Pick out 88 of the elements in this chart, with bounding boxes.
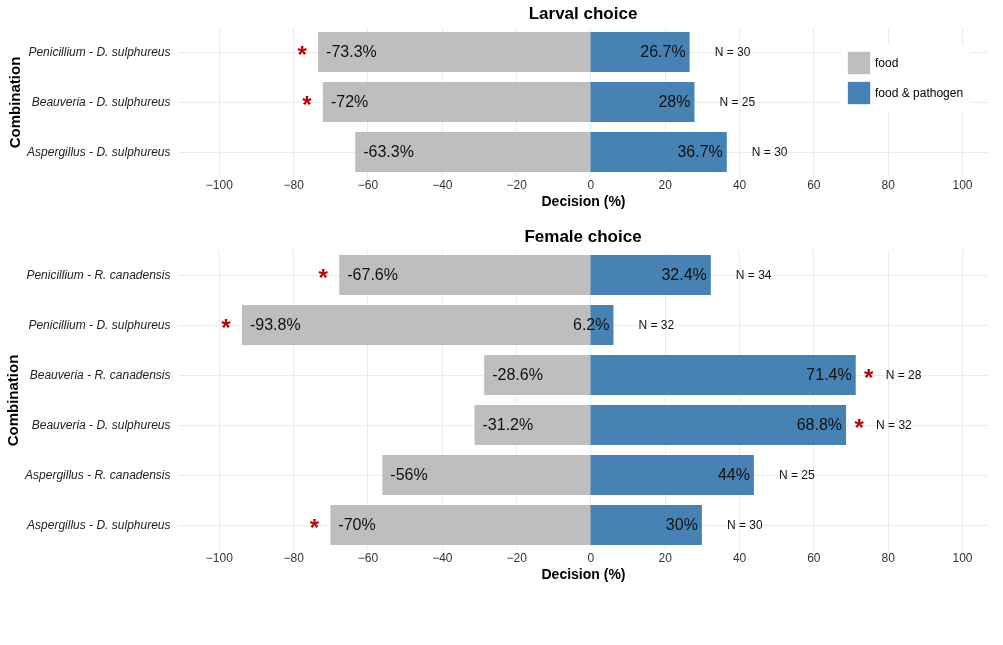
annotation: * — [318, 264, 329, 291]
x-tick-label: −40 — [432, 550, 453, 565]
y-tick-label: Aspergillus - D. sulphureus — [26, 145, 171, 159]
annotation: N = 25 — [778, 468, 815, 482]
chart-title: Larval choice — [528, 4, 638, 23]
y-tick-label: Penicillium - D. sulphureus — [28, 45, 171, 59]
annotation: N = 32 — [638, 318, 675, 332]
x-tick-label: 20 — [658, 177, 673, 192]
annotation: * — [864, 364, 875, 391]
data-label: -56% — [390, 466, 428, 483]
x-tick-label: −20 — [506, 550, 528, 565]
x-tick-label: 0 — [587, 177, 595, 192]
chart-title: Female choice — [524, 227, 642, 246]
y-tick-label: Penicillium - R. canadensis — [26, 268, 171, 282]
y-tick-label: Penicillium - D. sulphureus — [28, 318, 171, 332]
data-label: 30% — [665, 516, 698, 533]
y-tick-label: Beauveria - R. canadensis — [29, 368, 171, 382]
data-label: 68.8% — [796, 416, 843, 433]
data-label: -93.8% — [249, 316, 301, 333]
bar — [339, 255, 591, 295]
annotation: * — [302, 91, 313, 118]
y-axis-title: Combination — [6, 56, 24, 149]
data-label: -28.6% — [492, 366, 543, 383]
x-tick-label: 40 — [732, 550, 747, 565]
x-tick-label: −20 — [506, 177, 528, 192]
x-tick-label: 40 — [732, 177, 747, 192]
x-tick-label: 80 — [881, 550, 896, 565]
annotation: N = 28 — [885, 368, 922, 382]
bar — [330, 505, 591, 545]
annotation: * — [309, 514, 320, 541]
y-tick-label: Beauveria - D. sulphureus — [31, 418, 171, 432]
bar — [590, 132, 727, 172]
x-tick-label: −100 — [205, 550, 234, 565]
bar — [355, 132, 591, 172]
bar — [590, 32, 690, 72]
bar — [318, 32, 591, 72]
bar — [484, 355, 591, 395]
x-tick-label: 80 — [881, 177, 896, 192]
annotation: * — [221, 314, 232, 341]
bar — [474, 405, 591, 445]
x-tick-label: 60 — [807, 177, 821, 192]
y-tick-label: Beauveria - D. sulphureus — [31, 95, 171, 109]
data-label: -67.6% — [347, 266, 398, 283]
x-axis-title: Decision (%) — [541, 565, 626, 582]
y-tick-label: Aspergillus - D. sulphureus — [26, 518, 171, 532]
bar — [590, 255, 711, 295]
x-axis-title: Decision (%) — [541, 192, 626, 209]
annotation: N = 25 — [719, 95, 756, 109]
annotation: N = 30 — [726, 518, 763, 532]
bar — [590, 405, 847, 445]
data-label: 32.4% — [661, 266, 707, 283]
x-tick-label: 100 — [952, 177, 973, 192]
data-label: -72% — [330, 93, 369, 110]
x-tick-label: 20 — [658, 550, 673, 565]
x-tick-label: −80 — [283, 550, 305, 565]
data-label: 44% — [717, 466, 750, 483]
data-label: 26.7% — [640, 43, 686, 60]
data-label: 28% — [658, 93, 691, 110]
y-axis-title: Combination — [4, 354, 22, 447]
x-tick-label: −100 — [205, 177, 234, 192]
annotation: N = 34 — [735, 268, 772, 282]
x-tick-label: −40 — [432, 177, 453, 192]
data-label: 71.4% — [806, 366, 852, 383]
legend-label: food — [875, 56, 899, 70]
x-tick-label: 60 — [807, 550, 821, 565]
bar — [382, 455, 591, 495]
data-label: -31.2% — [482, 416, 534, 433]
x-tick-label: −60 — [357, 550, 379, 565]
x-tick-label: 100 — [952, 550, 973, 565]
y-tick-label: Aspergillus - R. canadensis — [24, 468, 171, 482]
legend-label: food & pathogen — [875, 86, 964, 100]
bar — [590, 82, 695, 122]
x-tick-label: 0 — [587, 550, 595, 565]
annotation: * — [297, 41, 308, 68]
annotation: N = 30 — [714, 45, 751, 59]
bar — [590, 505, 702, 545]
annotation: N = 32 — [876, 418, 913, 432]
bar — [322, 82, 591, 122]
bar — [590, 355, 856, 395]
annotation: * — [854, 414, 865, 441]
x-tick-label: −60 — [357, 177, 379, 192]
annotation: N = 30 — [751, 145, 788, 159]
bar — [590, 455, 754, 495]
data-label: 36.7% — [677, 143, 723, 160]
data-label: -63.3% — [363, 143, 414, 160]
x-tick-label: −80 — [283, 177, 305, 192]
data-label: -73.3% — [326, 43, 377, 60]
data-label: -70% — [338, 516, 376, 533]
